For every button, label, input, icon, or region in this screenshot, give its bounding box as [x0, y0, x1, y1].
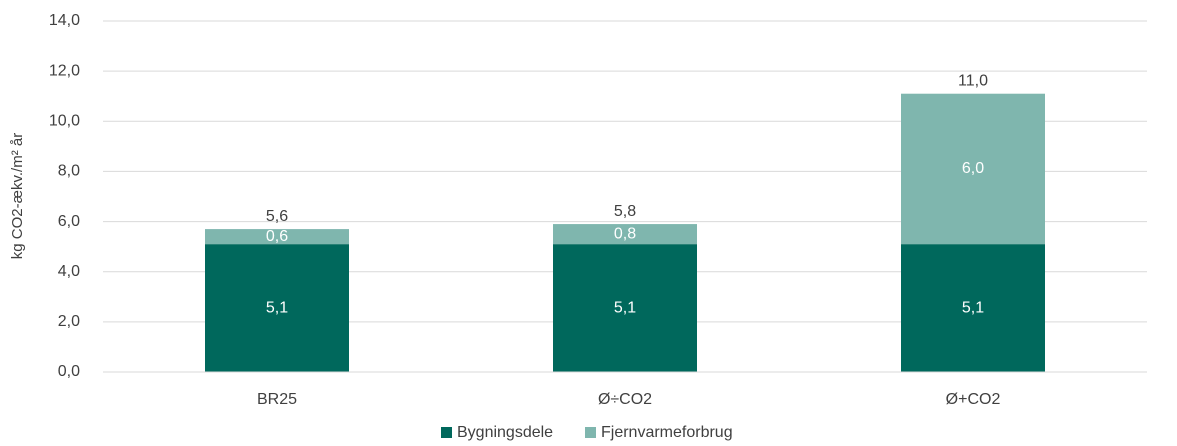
total-label: 5,6	[266, 208, 288, 225]
x-tick-label: Ø÷CO2	[598, 391, 652, 408]
total-label: 5,8	[614, 203, 636, 220]
y-axis-label: kg CO2-ækv./m² år	[9, 133, 26, 259]
bar-segment	[901, 93, 1045, 245]
bar-segment	[205, 244, 349, 372]
data-label: 0,6	[266, 228, 288, 245]
data-label: 6,0	[962, 160, 984, 177]
bar-segment	[901, 244, 1045, 372]
bar-segment	[553, 224, 697, 245]
bar-segment	[205, 229, 349, 245]
y-tick-label: 2,0	[58, 313, 80, 330]
legend-swatch	[585, 427, 596, 438]
legend-label: Fjernvarmeforbrug	[601, 424, 733, 441]
data-label: 5,1	[266, 299, 288, 316]
y-tick-label: 4,0	[58, 263, 80, 280]
legend-label: Bygningsdele	[457, 424, 553, 441]
y-tick-label: 0,0	[58, 363, 80, 380]
y-tick-label: 8,0	[58, 163, 80, 180]
data-label: 0,8	[614, 225, 636, 242]
total-label: 11,0	[958, 72, 988, 89]
legend-swatch	[441, 427, 452, 438]
y-tick-label: 6,0	[58, 213, 80, 230]
y-tick-label: 10,0	[49, 113, 80, 130]
x-tick-label: Ø+CO2	[946, 391, 1001, 408]
y-tick-label: 14,0	[49, 12, 80, 29]
bar-segment	[553, 244, 697, 372]
y-tick-label: 12,0	[49, 62, 80, 79]
data-label: 5,1	[614, 299, 636, 316]
data-label: 5,1	[962, 299, 984, 316]
x-tick-label: BR25	[257, 391, 297, 408]
